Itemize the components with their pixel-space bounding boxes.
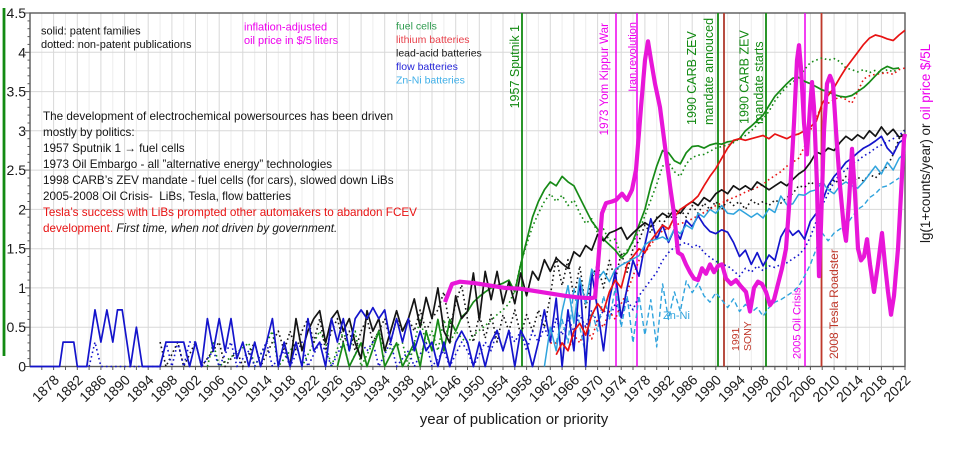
svg-text:1.5: 1.5 — [7, 241, 27, 257]
svg-text:1990 CARB ZEV: 1990 CARB ZEV — [685, 31, 699, 125]
svg-text:1973 Yom Kippur War: 1973 Yom Kippur War — [598, 23, 611, 135]
svg-text:Zn-Ni batteries: Zn-Ni batteries — [396, 75, 465, 87]
svg-text:lead-acid batteries: lead-acid batteries — [396, 48, 482, 60]
svg-text:1957 Sputnik 1: 1957 Sputnik 1 — [508, 25, 522, 108]
svg-text:flow batteries: flow batteries — [396, 61, 458, 73]
svg-text:0: 0 — [18, 359, 26, 375]
svg-text:3.5: 3.5 — [7, 84, 27, 100]
svg-text:0.5: 0.5 — [7, 319, 27, 335]
svg-text:oil price in $/5 liters: oil price in $/5 liters — [244, 35, 339, 47]
svg-text:lg(1+counts/year) or oil price: lg(1+counts/year) or oil price $/5L — [918, 44, 933, 243]
svg-text:year of publication or priorit: year of publication or priority — [420, 411, 609, 428]
svg-text:Zn-Ni: Zn-Ni — [663, 310, 690, 322]
svg-text:SONY: SONY — [742, 321, 754, 351]
svg-text:fuel cells: fuel cells — [396, 21, 437, 33]
svg-text:Iran.revolution: Iran.revolution — [627, 22, 639, 92]
svg-text:mandate annouced: mandate annouced — [702, 18, 716, 125]
svg-text:inflation-adjusted: inflation-adjusted — [244, 22, 327, 34]
svg-text:1991: 1991 — [730, 327, 742, 351]
svg-text:mandate starts: mandate starts — [752, 41, 766, 124]
svg-text:lithium batteries: lithium batteries — [396, 34, 470, 46]
svg-text:4: 4 — [18, 44, 26, 60]
svg-text:2: 2 — [18, 201, 26, 217]
svg-text:solid: patent families: solid: patent families — [41, 26, 141, 38]
svg-text:dotted: non-patent publication: dotted: non-patent publications — [41, 39, 192, 51]
svg-text:3: 3 — [18, 123, 26, 139]
svg-text:4.5: 4.5 — [7, 5, 27, 21]
svg-text:2.5: 2.5 — [7, 162, 27, 178]
svg-text:2005 Oil Crisis: 2005 Oil Crisis — [792, 287, 804, 359]
svg-text:2008 Tesla Roadster: 2008 Tesla Roadster — [827, 249, 841, 359]
svg-text:1990 CARB ZEV: 1990 CARB ZEV — [738, 30, 752, 124]
svg-text:1: 1 — [18, 280, 26, 296]
